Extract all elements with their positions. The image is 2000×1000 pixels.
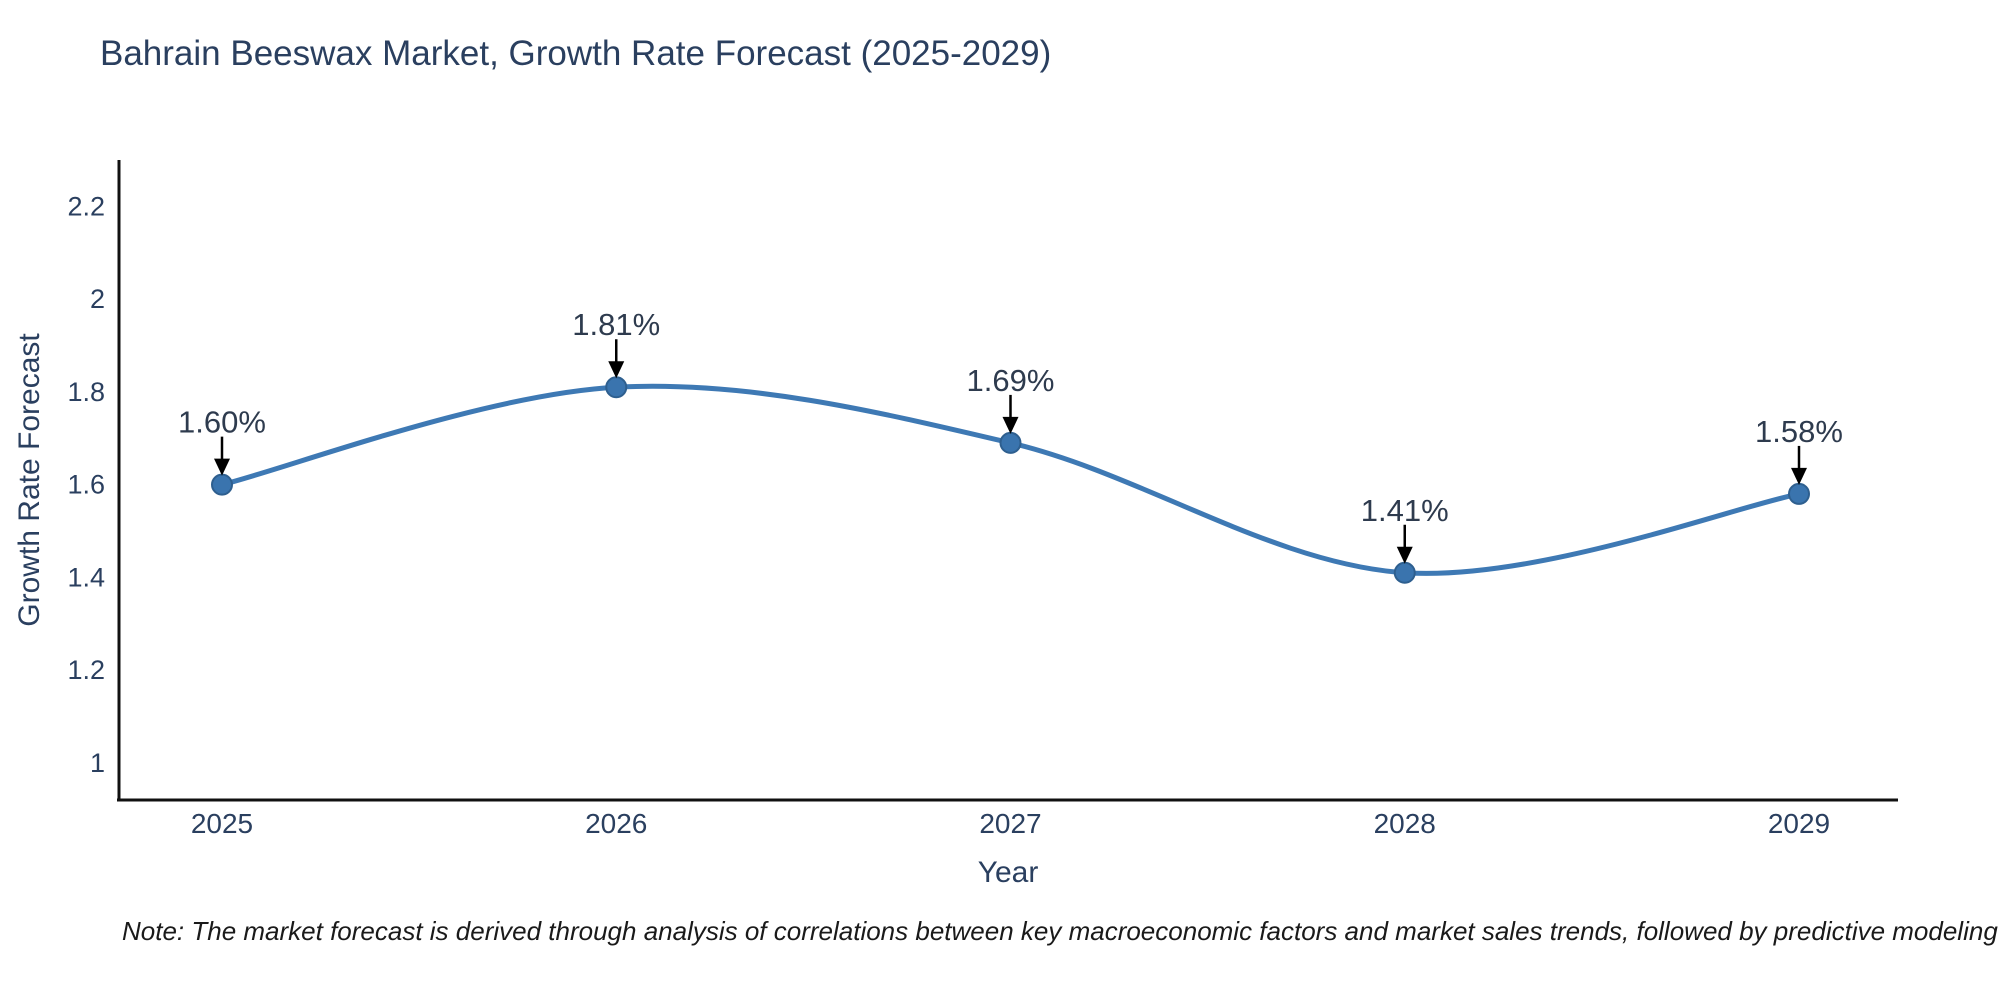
y-tick-label: 1.4 [67,562,105,592]
data-point-2026 [605,376,628,399]
y-tick-label: 1.6 [67,470,105,500]
annotation-arrow-head [1396,546,1413,564]
x-tick-label: 2028 [1374,808,1436,839]
footnote: Note: The market forecast is derived thr… [122,916,2000,946]
annotation-arrow-head [1791,467,1807,485]
annotation-arrow-head [1002,416,1019,434]
data-point-2028 [1393,561,1416,584]
point-value-label: 1.60% [178,405,266,440]
data-point-2025 [211,473,233,496]
y-tick-label: 2 [90,284,105,314]
point-value-label: 1.58% [1755,414,1843,449]
data-point-2029 [1788,482,1810,505]
x-tick-label: 2026 [585,808,647,839]
y-tick-label: 2.2 [67,191,105,221]
chart-title: Bahrain Beeswax Market, Growth Rate Fore… [100,34,1052,73]
annotation-arrow-head [214,458,230,476]
point-value-label: 1.69% [967,363,1055,398]
x-tick-label: 2025 [191,808,253,839]
point-value-label: 1.41% [1361,493,1449,528]
y-tick-label: 1.8 [67,377,105,407]
data-point-2027 [999,431,1022,454]
x-tick-label: 2029 [1768,808,1830,839]
y-tick-label: 1 [90,748,105,778]
annotation-arrow-head [608,361,625,379]
point-value-label: 1.81% [572,307,660,342]
x-tick-label: 2027 [979,808,1041,839]
y-tick-label: 1.2 [67,655,105,685]
x-axis-title: Year [977,856,1039,889]
